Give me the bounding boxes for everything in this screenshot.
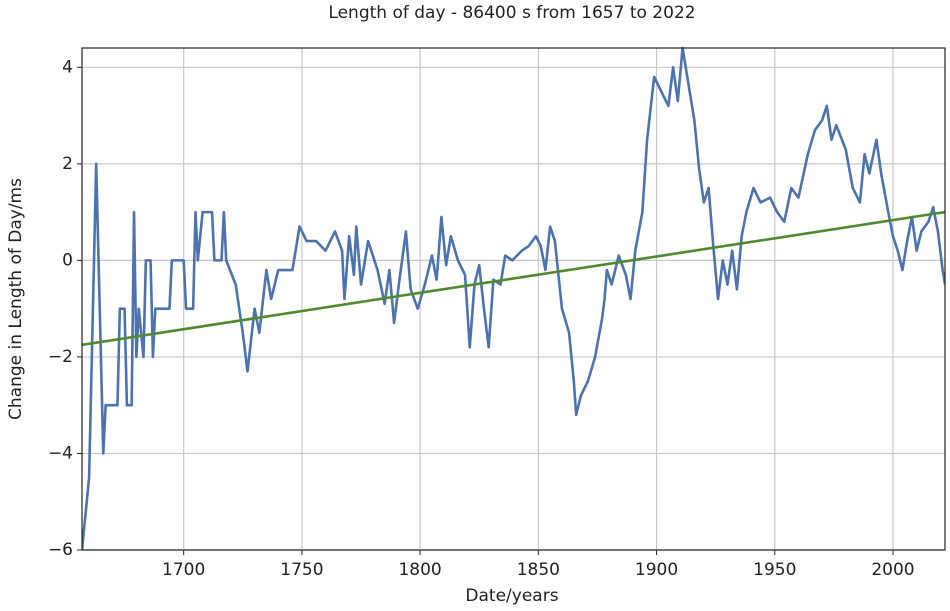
data-line (82, 210, 945, 347)
x-tick-label: 1800 (398, 560, 441, 580)
y-tick-label: 0 (62, 250, 73, 270)
x-axis-label: Date/years (465, 586, 558, 606)
y-tick-label: −6 (48, 540, 73, 560)
y-tick-label: −4 (48, 443, 73, 463)
x-tick-label: 1750 (280, 560, 323, 580)
y-tick-label: −2 (48, 347, 73, 367)
y-tick-label: 4 (62, 57, 73, 77)
plot-frame (81, 47, 946, 551)
y-tick-label: 2 (62, 154, 73, 174)
y-axis-label: Change in Length of Day/ms (6, 178, 26, 420)
x-tick-label: 1850 (517, 560, 560, 580)
chart-title: Length of day - 86400 s from 1657 to 202… (328, 3, 695, 23)
data-line (82, 46, 945, 551)
x-tick-label: 2000 (871, 560, 914, 580)
x-tick-label: 1900 (635, 560, 678, 580)
x-tick-label: 1950 (753, 560, 796, 580)
x-tick-label: 1700 (162, 560, 205, 580)
